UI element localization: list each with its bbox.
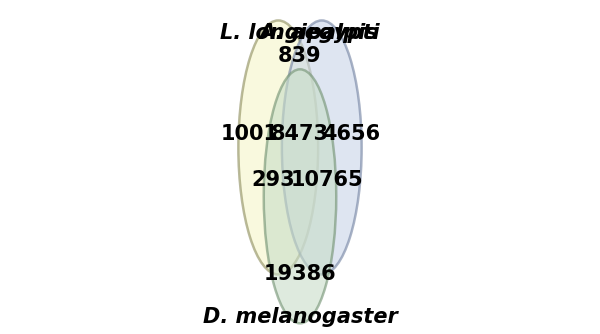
Text: 8473: 8473: [271, 125, 329, 144]
Text: 1001: 1001: [220, 125, 278, 144]
Text: 4656: 4656: [322, 125, 380, 144]
Ellipse shape: [282, 20, 362, 275]
Text: 839: 839: [278, 46, 322, 66]
Text: 293: 293: [251, 170, 295, 190]
Text: D. melanogaster: D. melanogaster: [203, 307, 397, 327]
Text: A. aegypti: A. aegypti: [259, 23, 380, 43]
Ellipse shape: [238, 20, 318, 275]
Text: L. longipalpis: L. longipalpis: [220, 23, 378, 43]
Text: 10765: 10765: [291, 170, 364, 190]
Text: 19386: 19386: [263, 265, 337, 285]
Ellipse shape: [264, 69, 336, 323]
